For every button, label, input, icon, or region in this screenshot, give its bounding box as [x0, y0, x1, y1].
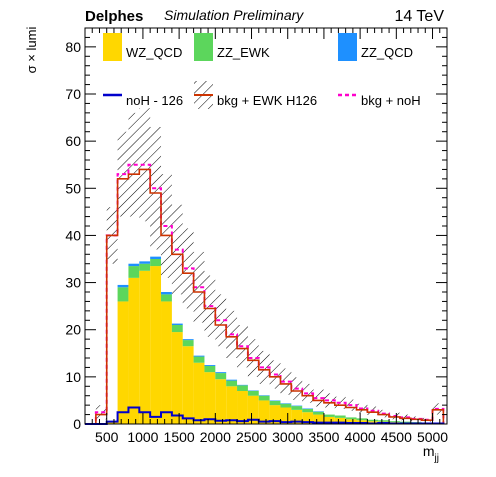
x-tick-label: 3000: [272, 429, 303, 445]
x-tick-label: 2500: [236, 429, 267, 445]
zz-qcd-bar: [118, 285, 129, 287]
zz-ewk-bar: [259, 396, 270, 401]
zz-ewk-bar: [161, 294, 172, 301]
wz-qcd-bar: [226, 386, 237, 424]
y-tick-label: 0: [73, 416, 81, 432]
zz-ewk-bar: [248, 391, 259, 396]
wz-qcd-bar: [204, 372, 215, 424]
legend-bkg-noh-label: bkg + noH: [361, 93, 421, 108]
zz-ewk-bar: [215, 373, 226, 379]
zz-ewk-bar: [270, 401, 281, 405]
zz-ewk-bar: [204, 366, 215, 372]
wz-qcd-bar: [118, 301, 129, 424]
zz-ewk-bar: [226, 381, 237, 387]
x-tick-label: 4500: [381, 429, 412, 445]
y-tick-label: 10: [65, 369, 81, 385]
x-tick-label: 500: [95, 429, 119, 445]
y-tick-label: 80: [65, 39, 81, 55]
zz-ewk-bar: [128, 266, 139, 278]
x-axis-title-subscript: jj: [434, 453, 439, 464]
zz-ewk-bar: [150, 259, 161, 266]
legend-wz-qcd-label: WZ_QCD: [126, 45, 182, 60]
wz-qcd-bar: [161, 301, 172, 424]
wz-qcd-bar: [215, 379, 226, 424]
zz-ewk-bar: [378, 420, 389, 421]
wz-qcd-bar: [150, 266, 161, 424]
zz-qcd-bar: [128, 264, 139, 266]
legend-noh-126-label: noH - 126: [126, 93, 183, 108]
y-axis-title: σ × lumi: [24, 27, 39, 74]
wz-qcd-bar: [194, 363, 205, 424]
zz-ewk-bar: [280, 404, 291, 408]
wz-qcd-bar: [139, 271, 150, 424]
wz-qcd-bar: [237, 391, 248, 424]
zz-ewk-bar: [118, 287, 129, 301]
zz-ewk-bar: [346, 417, 357, 419]
y-tick-label: 70: [65, 86, 81, 102]
zz-ewk-bar: [183, 340, 194, 346]
y-tick-label: 30: [65, 275, 81, 291]
zz-qcd-bar: [183, 339, 194, 340]
legend-zz-qcd-label: ZZ_QCD: [361, 45, 413, 60]
zz-ewk-bar: [335, 416, 346, 418]
legend-zz-ewk-swatch: [194, 33, 213, 61]
legend-zz-qcd-swatch: [338, 33, 357, 61]
zz-ewk-bar: [194, 357, 205, 363]
zz-ewk-bar: [237, 385, 248, 391]
zz-ewk-bar: [357, 418, 368, 420]
zz-qcd-bar: [204, 365, 215, 366]
zz-qcd-bar: [215, 372, 226, 373]
wz-qcd-bar: [183, 346, 194, 424]
zz-ewk-bar: [324, 415, 335, 417]
zz-ewk-bar: [139, 264, 150, 271]
zz-ewk-bar: [302, 409, 313, 412]
x-tick-label: 3500: [308, 429, 339, 445]
energy-label: 14 TeV: [394, 8, 444, 25]
x-tick-label: 1000: [127, 429, 158, 445]
zz-qcd-bar: [139, 261, 150, 263]
zz-qcd-bar: [226, 380, 237, 381]
y-tick-label: 50: [65, 180, 81, 196]
legend-bkg-ewk-h126-label: bkg + EWK H126: [217, 93, 317, 108]
x-tick-label: 2000: [200, 429, 231, 445]
zz-qcd-bar: [194, 356, 205, 357]
zz-ewk-bar: [389, 421, 400, 422]
zz-qcd-bar: [161, 292, 172, 294]
zz-qcd-bar: [172, 324, 183, 325]
status-label: Simulation Preliminary: [164, 7, 304, 23]
legend-zz-ewk-label: ZZ_EWK: [217, 45, 270, 60]
wz-qcd-bar: [128, 278, 139, 424]
x-tick-label: 4000: [345, 429, 376, 445]
zz-ewk-bar: [400, 422, 411, 423]
zz-ewk-bar: [367, 420, 378, 421]
legend-wz-qcd-swatch: [103, 33, 122, 61]
zz-qcd-bar: [150, 257, 161, 259]
x-tick-label: 1500: [164, 429, 195, 445]
y-tick-label: 60: [65, 133, 81, 149]
zz-ewk-bar: [313, 412, 324, 415]
wz-qcd-bar: [172, 332, 183, 424]
zz-ewk-bar: [291, 406, 302, 410]
y-tick-label: 40: [65, 227, 81, 243]
y-tick-label: 20: [65, 322, 81, 338]
experiment-label: Delphes: [85, 8, 143, 25]
zz-ewk-bar: [172, 325, 183, 332]
wz-qcd-bar: [259, 400, 270, 424]
